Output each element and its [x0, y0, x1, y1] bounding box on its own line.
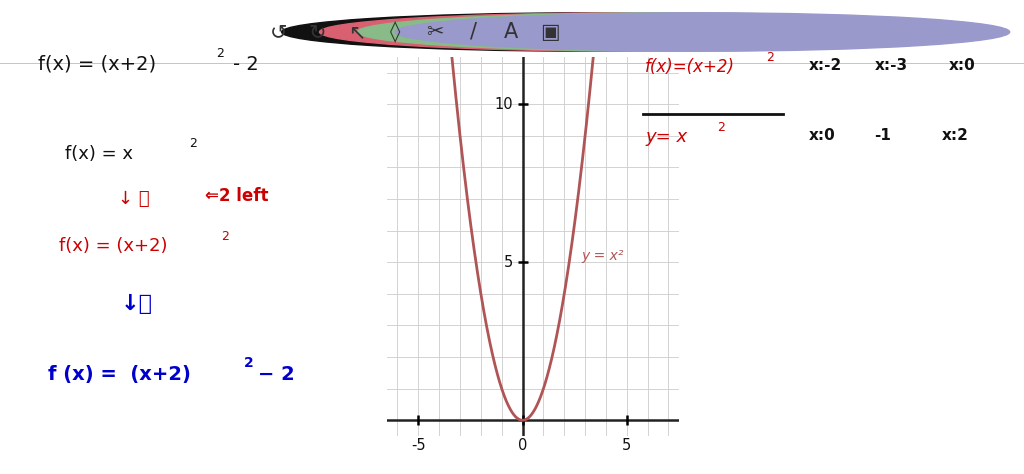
- Text: ↓ⓘ: ↓ⓘ: [121, 294, 153, 314]
- Text: ▣: ▣: [540, 22, 560, 42]
- Circle shape: [357, 13, 972, 51]
- Text: f(x) = (x+2): f(x) = (x+2): [59, 237, 168, 255]
- Text: y= x: y= x: [645, 128, 687, 146]
- Text: y = x²: y = x²: [581, 249, 624, 263]
- Text: 2: 2: [244, 356, 254, 371]
- Text: ◊: ◊: [390, 21, 400, 43]
- Text: ✂: ✂: [426, 22, 444, 42]
- Text: x:0: x:0: [809, 128, 836, 143]
- Text: - 2: - 2: [233, 55, 259, 73]
- Text: ⇐2 left: ⇐2 left: [205, 187, 268, 205]
- Text: -1: -1: [874, 128, 891, 143]
- Text: ↓ ⓘ: ↓ ⓘ: [118, 190, 150, 208]
- Text: f(x) = (x+2): f(x) = (x+2): [38, 55, 156, 73]
- Text: f (x) =  (x+2): f (x) = (x+2): [48, 365, 191, 384]
- Text: 2: 2: [766, 51, 774, 64]
- Text: 2: 2: [216, 47, 224, 60]
- Text: x:-2: x:-2: [809, 58, 842, 73]
- Text: ↖: ↖: [347, 22, 366, 42]
- Circle shape: [395, 13, 1010, 51]
- Text: x:2: x:2: [942, 128, 969, 143]
- Text: A: A: [504, 22, 518, 42]
- Text: 5: 5: [623, 438, 632, 453]
- Text: x:-3: x:-3: [874, 58, 907, 73]
- Text: f(x)=(x+2): f(x)=(x+2): [645, 58, 735, 76]
- Circle shape: [282, 13, 896, 51]
- Text: /: /: [470, 22, 476, 42]
- Text: x:0: x:0: [949, 58, 976, 73]
- Text: 5: 5: [504, 255, 513, 270]
- Text: 2: 2: [189, 137, 198, 150]
- Text: 2: 2: [221, 230, 229, 243]
- Text: -5: -5: [411, 438, 426, 453]
- Text: 2: 2: [717, 121, 725, 134]
- Text: 10: 10: [495, 97, 513, 112]
- Text: 0: 0: [518, 438, 527, 453]
- Text: f(x) = x: f(x) = x: [65, 145, 132, 163]
- Circle shape: [319, 13, 934, 51]
- Text: ↺: ↺: [269, 22, 288, 42]
- Text: − 2: − 2: [258, 365, 295, 384]
- Text: ↻: ↻: [308, 22, 327, 42]
